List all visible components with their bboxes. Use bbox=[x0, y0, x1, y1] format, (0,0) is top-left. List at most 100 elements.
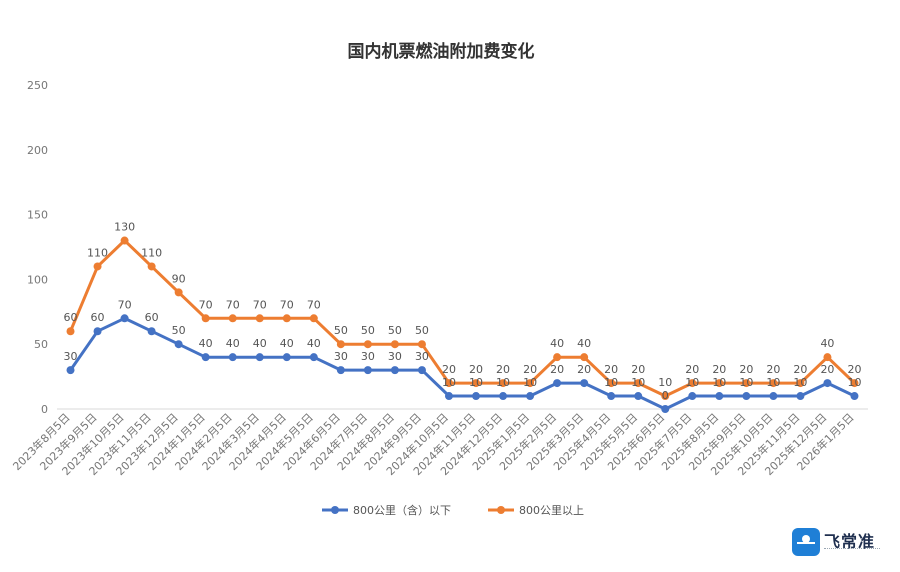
data-point bbox=[93, 327, 102, 336]
data-point bbox=[363, 340, 372, 349]
data-point bbox=[526, 392, 535, 401]
data-point bbox=[309, 314, 318, 323]
data-point bbox=[444, 392, 453, 401]
data-label: 40 bbox=[253, 337, 267, 350]
data-label: 50 bbox=[172, 324, 186, 337]
logo-brand: 飞常准 bbox=[824, 532, 876, 551]
data-label: 70 bbox=[307, 298, 321, 311]
data-point bbox=[282, 314, 291, 323]
data-label: 10 bbox=[739, 376, 753, 389]
data-point bbox=[688, 379, 697, 388]
data-point bbox=[174, 340, 183, 349]
data-point bbox=[120, 236, 129, 245]
data-label: 70 bbox=[280, 298, 294, 311]
data-point bbox=[661, 392, 670, 401]
plane-logo-icon bbox=[792, 528, 820, 556]
data-point bbox=[850, 379, 859, 388]
data-point bbox=[255, 353, 264, 362]
data-label: 20 bbox=[766, 363, 780, 376]
x-axis-ticks: 2023年8月5日2023年9月5日2023年10月5日2023年11月5日20… bbox=[10, 410, 857, 478]
data-label: 40 bbox=[307, 337, 321, 350]
data-point bbox=[823, 353, 832, 362]
data-label: 40 bbox=[199, 337, 213, 350]
data-label: 30 bbox=[415, 350, 429, 363]
data-point bbox=[553, 379, 562, 388]
data-point bbox=[363, 366, 372, 375]
data-point bbox=[444, 379, 453, 388]
data-label: 20 bbox=[523, 363, 537, 376]
data-point bbox=[472, 379, 481, 388]
data-label: 60 bbox=[64, 311, 78, 324]
y-tick-label: 200 bbox=[27, 144, 48, 157]
data-point bbox=[336, 340, 345, 349]
data-label: 40 bbox=[820, 337, 834, 350]
data-label: 50 bbox=[334, 324, 348, 337]
legend-item-2: 800公里以上 bbox=[488, 504, 584, 517]
data-label: 10 bbox=[469, 376, 483, 389]
data-label: 10 bbox=[712, 376, 726, 389]
data-label: 20 bbox=[442, 363, 456, 376]
data-point bbox=[472, 392, 481, 401]
series-line-2 bbox=[69, 239, 856, 398]
data-point bbox=[390, 366, 399, 375]
data-point bbox=[796, 379, 805, 388]
data-label: 130 bbox=[114, 221, 135, 234]
data-point bbox=[93, 262, 102, 271]
data-label: 20 bbox=[469, 363, 483, 376]
data-label: 70 bbox=[118, 298, 132, 311]
data-label: 20 bbox=[739, 363, 753, 376]
data-point bbox=[390, 340, 399, 349]
chart-title: 国内机票燃油附加费变化 bbox=[348, 41, 535, 62]
data-point bbox=[228, 353, 237, 362]
data-label: 10 bbox=[793, 376, 807, 389]
data-point bbox=[769, 379, 778, 388]
data-point bbox=[850, 392, 859, 401]
data-point bbox=[634, 392, 643, 401]
data-point bbox=[823, 379, 832, 388]
data-label: 90 bbox=[172, 272, 186, 285]
data-label: 10 bbox=[685, 376, 699, 389]
data-point bbox=[120, 314, 129, 323]
data-label: 30 bbox=[361, 350, 375, 363]
data-point bbox=[796, 392, 805, 401]
data-label: 60 bbox=[91, 311, 105, 324]
data-point bbox=[661, 405, 670, 413]
data-point bbox=[66, 366, 75, 375]
data-label: 20 bbox=[577, 363, 591, 376]
data-point bbox=[634, 379, 643, 388]
data-label: 110 bbox=[87, 246, 108, 259]
data-label: 10 bbox=[496, 376, 510, 389]
data-label: 40 bbox=[550, 337, 564, 350]
data-label: 70 bbox=[226, 298, 240, 311]
data-label: 30 bbox=[388, 350, 402, 363]
series-2 bbox=[66, 236, 859, 401]
data-label: 20 bbox=[496, 363, 510, 376]
data-point bbox=[174, 288, 183, 297]
data-point bbox=[688, 392, 697, 401]
data-label: 20 bbox=[847, 363, 861, 376]
data-label: 10 bbox=[604, 376, 618, 389]
series-line-1 bbox=[69, 316, 856, 411]
data-label: 40 bbox=[226, 337, 240, 350]
data-label: 50 bbox=[415, 324, 429, 337]
data-label: 10 bbox=[442, 376, 456, 389]
legend-swatch-marker bbox=[497, 506, 505, 514]
data-label: 60 bbox=[145, 311, 159, 324]
y-tick-label: 0 bbox=[41, 403, 48, 416]
data-point bbox=[147, 327, 156, 336]
data-point bbox=[255, 314, 264, 323]
data-point bbox=[201, 353, 210, 362]
feichangzhun-logo: 飞常准 bbox=[792, 526, 888, 558]
data-label: 20 bbox=[631, 363, 645, 376]
data-point bbox=[309, 353, 318, 362]
data-label: 20 bbox=[793, 363, 807, 376]
data-point bbox=[715, 379, 724, 388]
data-point bbox=[417, 340, 426, 349]
data-point bbox=[580, 379, 589, 388]
data-label: 0 bbox=[662, 389, 669, 402]
data-point bbox=[607, 379, 616, 388]
logo-tagline-decoration bbox=[824, 548, 880, 552]
data-point bbox=[742, 379, 751, 388]
data-point bbox=[282, 353, 291, 362]
